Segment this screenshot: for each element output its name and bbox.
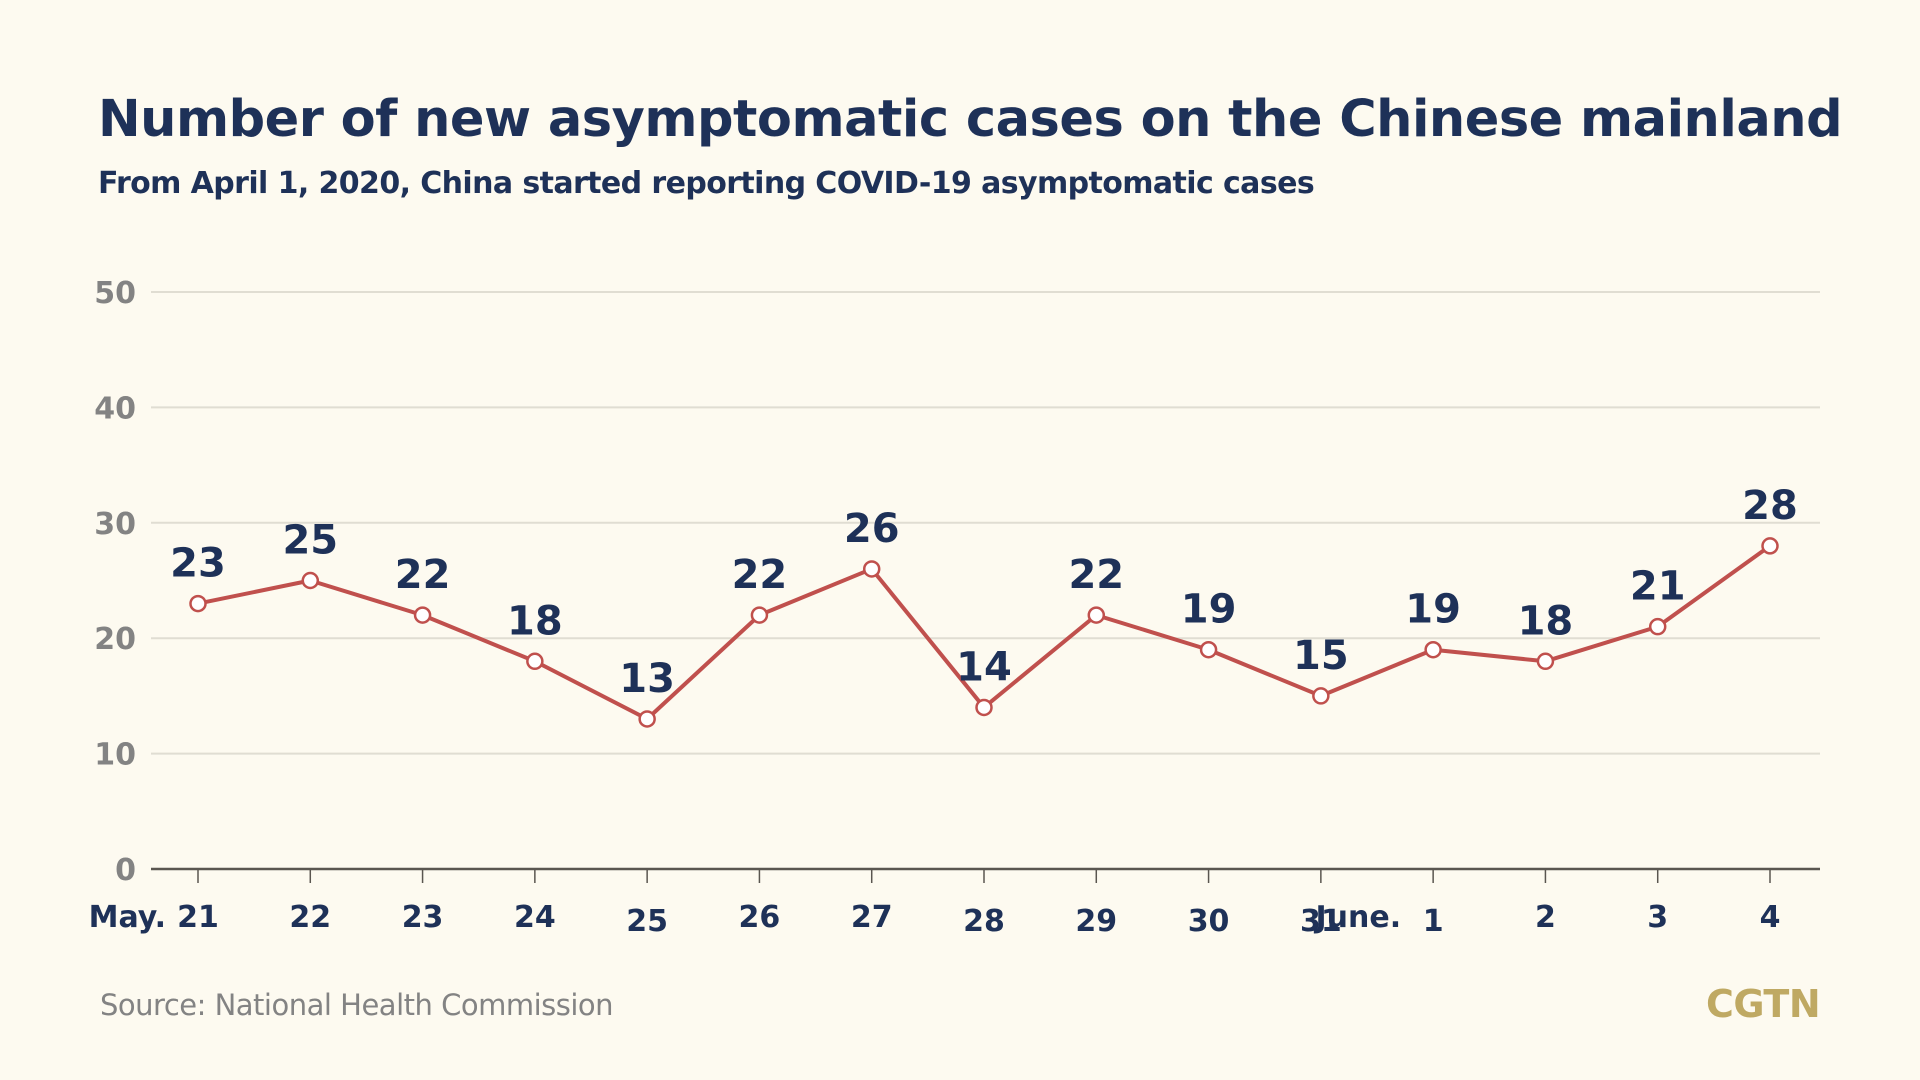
- brand-logo: CGTN: [1706, 982, 1821, 1026]
- data-point-marker: [189, 594, 207, 613]
- x-tick-label: 24: [514, 900, 556, 935]
- data-label: 18: [507, 598, 563, 644]
- series-markers: [189, 537, 1779, 728]
- data-label: 19: [1181, 587, 1237, 633]
- y-tick-label: 0: [115, 853, 136, 888]
- data-label: 19: [1405, 587, 1461, 633]
- data-labels: 23 25 22 18 13 22 26 14 22 19 15 19 18 21 28: [170, 483, 1798, 702]
- data-point-marker: [638, 710, 656, 728]
- data-point-marker: [1536, 652, 1555, 671]
- y-tick-label: 50: [94, 276, 136, 311]
- x-tick-label: 31: [1300, 904, 1342, 939]
- x-tick-label: 22: [289, 900, 331, 935]
- x-tick-label: 2: [1535, 900, 1556, 935]
- data-label: 28: [1742, 483, 1798, 529]
- grid-lines: [151, 291, 1820, 755]
- y-tick-label: 40: [94, 391, 136, 426]
- chart-title: Number of new asymptomatic cases on the …: [98, 90, 1843, 149]
- data-point-marker: [975, 698, 993, 717]
- data-point-marker: [1199, 640, 1218, 659]
- x-tick-label: 29: [1075, 904, 1117, 939]
- y-tick-label: 30: [94, 507, 136, 542]
- x-tick-label: 3: [1647, 900, 1668, 935]
- month-label: May.: [89, 900, 166, 935]
- data-point-marker: [413, 606, 432, 624]
- x-tick-label: 25: [626, 904, 668, 939]
- data-label: 22: [732, 552, 788, 598]
- data-label: 15: [1293, 633, 1349, 679]
- x-tick-label: 30: [1188, 904, 1230, 939]
- data-label: 21: [1630, 564, 1686, 610]
- data-point-marker: [1087, 606, 1106, 624]
- chart-subtitle: From April 1, 2020, China started report…: [98, 166, 1315, 201]
- y-tick-label: 10: [94, 738, 136, 773]
- source-note: Source: National Health Commission: [100, 988, 614, 1022]
- data-point-marker: [526, 652, 544, 671]
- x-tick-label: 1: [1423, 904, 1444, 939]
- x-tick-label: 21: [177, 900, 219, 935]
- data-label: 14: [956, 644, 1012, 690]
- x-tick-label: 4: [1760, 900, 1781, 935]
- data-label: 22: [1068, 552, 1124, 598]
- month-label: June.: [1314, 900, 1402, 935]
- data-label: 22: [395, 552, 451, 598]
- y-tick-label: 20: [94, 622, 136, 657]
- data-label: 23: [170, 541, 226, 587]
- data-label: 26: [844, 506, 900, 552]
- data-point-marker: [750, 606, 769, 624]
- y-axis-ticks: 0 10 20 30 40 50: [94, 276, 136, 888]
- data-label: 18: [1518, 598, 1574, 644]
- data-point-marker: [862, 560, 881, 578]
- x-tick-label: 23: [402, 900, 444, 935]
- x-axis: [151, 867, 1820, 883]
- x-tick-label: 28: [963, 904, 1005, 939]
- data-label: 25: [282, 518, 338, 564]
- x-tick-label: 27: [851, 900, 893, 935]
- data-point-marker: [1424, 640, 1442, 659]
- data-point-marker: [1761, 537, 1779, 555]
- data-point-marker: [1648, 617, 1667, 636]
- data-point-marker: [1312, 687, 1330, 705]
- x-tick-label: 26: [739, 900, 781, 935]
- data-point-marker: [301, 571, 320, 590]
- data-label: 13: [619, 656, 675, 702]
